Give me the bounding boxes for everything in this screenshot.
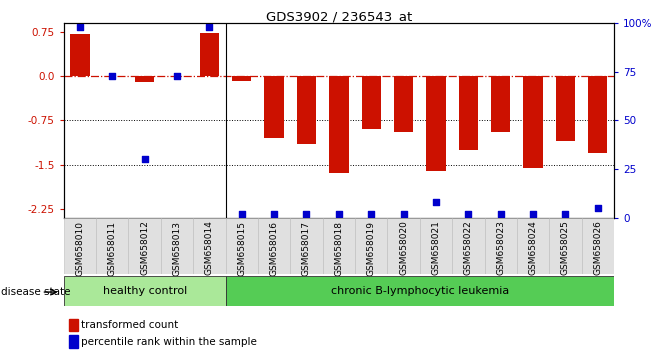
Text: GSM658019: GSM658019 (367, 221, 376, 275)
Point (495, 211, 506, 217)
Bar (225, 218, 258, 274)
Text: GSM658016: GSM658016 (270, 221, 278, 275)
Bar (70, 34, 90, 76)
Text: GSM658014: GSM658014 (205, 221, 214, 275)
Text: GSM658011: GSM658011 (108, 221, 117, 275)
Text: GSM658020: GSM658020 (399, 221, 408, 275)
Bar (355, 218, 387, 274)
Bar (128, 218, 161, 274)
Title: GDS3902 / 236543_at: GDS3902 / 236543_at (266, 10, 412, 23)
Bar (426, 76, 446, 171)
Bar (297, 76, 316, 144)
Bar (387, 218, 420, 274)
Bar (225, 276, 614, 306)
Bar (550, 218, 582, 274)
Text: GSM658026: GSM658026 (593, 221, 603, 275)
Text: GSM658012: GSM658012 (140, 221, 149, 275)
Bar (329, 76, 348, 173)
Bar (452, 218, 484, 274)
Bar (523, 76, 543, 167)
Point (527, 211, 538, 217)
Bar (200, 33, 219, 76)
Bar (588, 76, 607, 153)
Text: chronic B-lymphocytic leukemia: chronic B-lymphocytic leukemia (331, 286, 509, 296)
Text: GSM658023: GSM658023 (496, 221, 505, 275)
Bar (491, 76, 511, 132)
Text: GSM658024: GSM658024 (529, 221, 537, 275)
Bar (556, 76, 575, 141)
Point (560, 211, 571, 217)
Bar (362, 76, 381, 129)
Bar (69, 319, 77, 331)
Text: GSM658022: GSM658022 (464, 221, 473, 275)
Bar (232, 76, 252, 81)
Text: disease state: disease state (1, 287, 70, 297)
Bar (582, 218, 614, 274)
Text: GSM658010: GSM658010 (75, 221, 85, 275)
Point (140, 156, 150, 162)
Bar (291, 218, 323, 274)
Bar (458, 76, 478, 150)
Bar (161, 218, 193, 274)
Point (204, 24, 215, 30)
Text: GSM658015: GSM658015 (238, 221, 246, 275)
Bar (69, 335, 77, 348)
Bar (420, 218, 452, 274)
Text: healthy control: healthy control (103, 286, 187, 296)
Bar (96, 218, 128, 274)
Point (431, 199, 442, 205)
Bar (258, 218, 291, 274)
Point (333, 211, 344, 217)
Point (269, 211, 280, 217)
Bar (64, 218, 96, 274)
Point (592, 205, 603, 211)
Point (107, 73, 117, 79)
Text: percentile rank within the sample: percentile rank within the sample (81, 337, 257, 347)
Text: transformed count: transformed count (81, 320, 178, 330)
Bar (517, 218, 550, 274)
Bar (264, 76, 284, 138)
Point (398, 211, 409, 217)
Text: GSM658017: GSM658017 (302, 221, 311, 275)
Bar (484, 218, 517, 274)
Bar (64, 276, 225, 306)
Bar (135, 76, 154, 82)
Point (366, 211, 376, 217)
Text: GSM658025: GSM658025 (561, 221, 570, 275)
Point (301, 211, 312, 217)
Bar (394, 76, 413, 132)
Point (236, 211, 247, 217)
Text: GSM658018: GSM658018 (334, 221, 344, 275)
Bar (323, 218, 355, 274)
Text: GSM658013: GSM658013 (172, 221, 182, 275)
Bar (193, 218, 225, 274)
Text: GSM658021: GSM658021 (431, 221, 440, 275)
Point (463, 211, 474, 217)
Point (74, 24, 85, 30)
Point (172, 73, 183, 79)
